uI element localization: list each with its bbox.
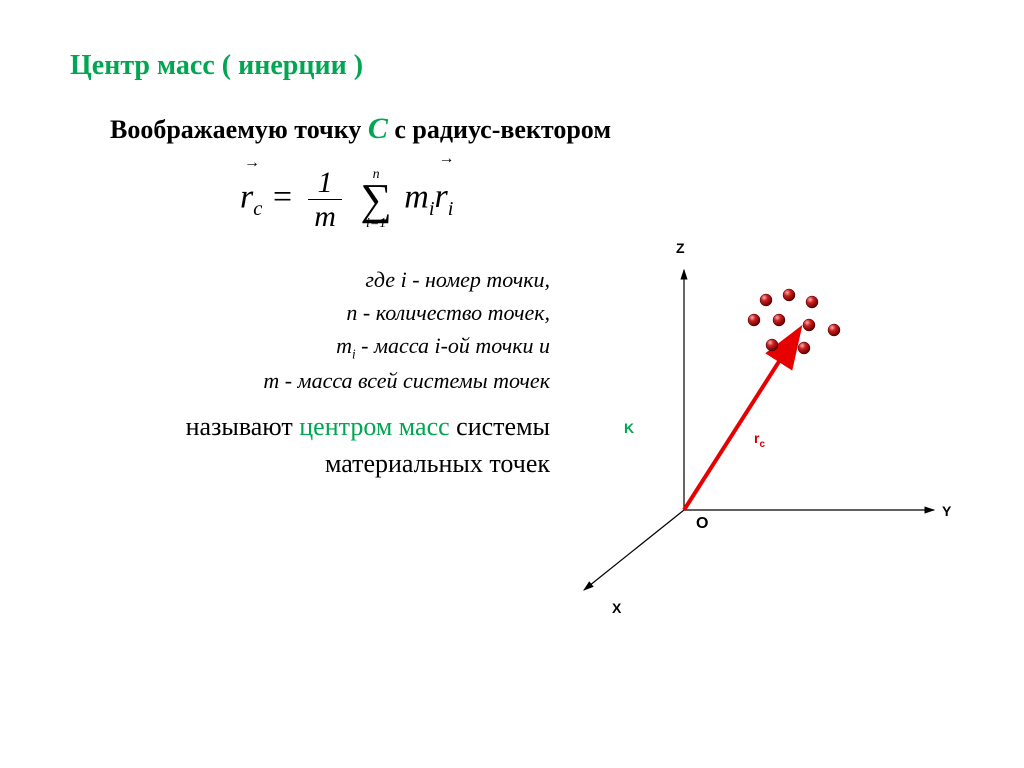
formula-frac-num: 1 (308, 166, 342, 200)
axis-x-label: X (612, 600, 621, 616)
vector-arrow-icon: → (439, 150, 455, 168)
axis-z-label: Z (676, 240, 685, 256)
origin-label: O (696, 515, 708, 533)
formula-sum: n ∑ i=1 (360, 168, 391, 231)
formula-legend: где i - номер точки, n - количество точе… (130, 263, 550, 397)
legend-line-3: mi - масса i-ой точки и (130, 329, 550, 364)
axis-y-label: Y (942, 503, 951, 519)
formula-mi-m: m (404, 178, 429, 215)
legend-line-4: m - масса всей системы точек (130, 364, 550, 397)
subtitle-post: с радиус-вектором (388, 115, 611, 144)
subtitle-pre: Воображаемую точку (110, 115, 368, 144)
vector-arrow-icon: → (244, 154, 260, 172)
coordinate-diagram: Z Y X K O rc (554, 220, 954, 640)
formula-lhs-r: r (240, 178, 253, 215)
subtitle: Воображаемую точку С с радиус-вектором (110, 112, 954, 146)
formula-ri-sub: i (448, 198, 454, 220)
formula-eq: = (271, 178, 302, 215)
formula-ri-r: r (435, 178, 448, 215)
rc-vector-label: rc (754, 430, 765, 450)
conclusion-text: называют центром масс системы материальн… (130, 409, 550, 482)
legend-line-1: где i - номер точки, (130, 263, 550, 296)
legend-line-2: n - количество точек, (130, 296, 550, 329)
k-frame-label: K (624, 420, 634, 436)
slide-title: Центр масс ( инерции ) (70, 50, 954, 82)
formula-frac-den: m (308, 200, 342, 233)
point-c-letter: С (368, 112, 388, 145)
formula-fraction: 1 m (308, 166, 342, 233)
sigma-icon: ∑ (360, 182, 391, 217)
formula-lhs-sub: c (253, 198, 262, 220)
